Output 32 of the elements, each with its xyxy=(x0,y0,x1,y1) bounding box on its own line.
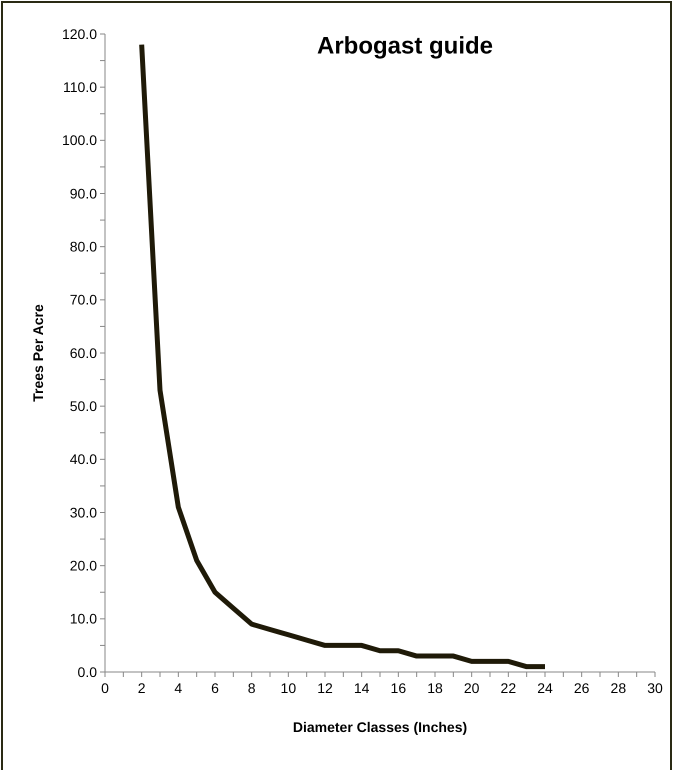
x-tick-label: 30 xyxy=(647,680,663,696)
y-tick-label: 100.0 xyxy=(62,132,98,148)
y-tick-label: 110.0 xyxy=(63,79,98,96)
x-tick-label: 8 xyxy=(248,680,256,696)
y-tick-label: 90.0 xyxy=(70,185,98,202)
x-tick-label: 24 xyxy=(537,680,553,696)
y-tick-label: 70.0 xyxy=(70,292,98,308)
y-tick-label: 50.0 xyxy=(70,398,98,414)
y-tick-label: 30.0 xyxy=(70,504,98,520)
x-tick-label: 20 xyxy=(464,680,480,696)
x-tick-label: 6 xyxy=(211,680,220,696)
x-tick-label: 26 xyxy=(574,680,590,696)
x-tick-label: 0 xyxy=(101,680,110,696)
x-tick-label: 12 xyxy=(317,680,333,696)
y-tick-label: 120.0 xyxy=(62,26,98,42)
x-tick-label: 16 xyxy=(390,680,406,696)
x-tick-label: 18 xyxy=(427,680,443,696)
y-tick-label: 60.0 xyxy=(70,344,98,361)
y-tick-label: 80.0 xyxy=(70,238,98,255)
y-axis-title: Trees Per Acre xyxy=(30,304,46,402)
x-axis-title: Diameter Classes (Inches) xyxy=(292,719,468,735)
chart-title: Arbogast guide xyxy=(316,32,494,60)
x-tick-label: 28 xyxy=(610,680,626,696)
x-tick-label: 14 xyxy=(354,680,370,696)
y-tick-label: 20.0 xyxy=(70,558,98,574)
y-tick-label: 40.0 xyxy=(70,451,98,468)
x-tick-label: 22 xyxy=(500,680,516,696)
y-tick-label: 0.0 xyxy=(78,664,98,680)
x-tick-label: 10 xyxy=(280,680,296,696)
y-tick-label: 10.0 xyxy=(70,610,98,627)
x-tick-label: 2 xyxy=(138,680,146,696)
x-tick-label: 4 xyxy=(174,680,182,696)
